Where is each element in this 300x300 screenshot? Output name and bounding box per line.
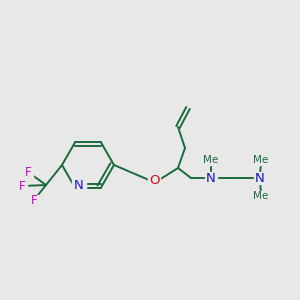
Bar	[148, 174, 160, 186]
Bar	[72, 179, 86, 191]
Text: F: F	[31, 194, 37, 206]
Text: Me: Me	[254, 155, 268, 165]
Bar	[29, 195, 39, 205]
Text: N: N	[74, 179, 84, 192]
Bar	[253, 191, 269, 201]
Text: Me: Me	[254, 191, 268, 201]
Bar	[203, 155, 219, 165]
Text: F: F	[19, 179, 25, 193]
Text: O: O	[149, 173, 159, 187]
Bar	[17, 181, 27, 191]
Text: N: N	[255, 172, 265, 184]
Bar	[23, 167, 33, 177]
Bar	[205, 172, 217, 184]
Bar	[253, 155, 269, 165]
Bar	[254, 172, 266, 184]
Text: N: N	[206, 172, 216, 184]
Text: F: F	[25, 166, 31, 178]
Text: Me: Me	[203, 155, 219, 165]
